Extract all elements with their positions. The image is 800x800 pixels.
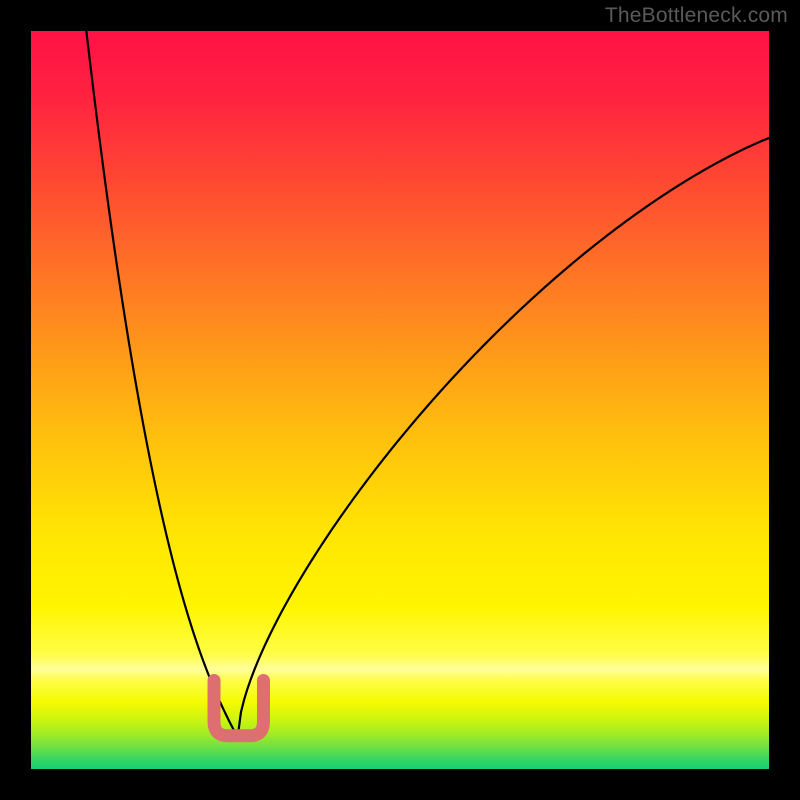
chart-container: TheBottleneck.com	[0, 0, 800, 800]
plot-area	[31, 31, 769, 769]
bottleneck-chart-svg	[31, 31, 769, 769]
gradient-background	[31, 31, 769, 769]
watermark-text: TheBottleneck.com	[605, 4, 788, 28]
